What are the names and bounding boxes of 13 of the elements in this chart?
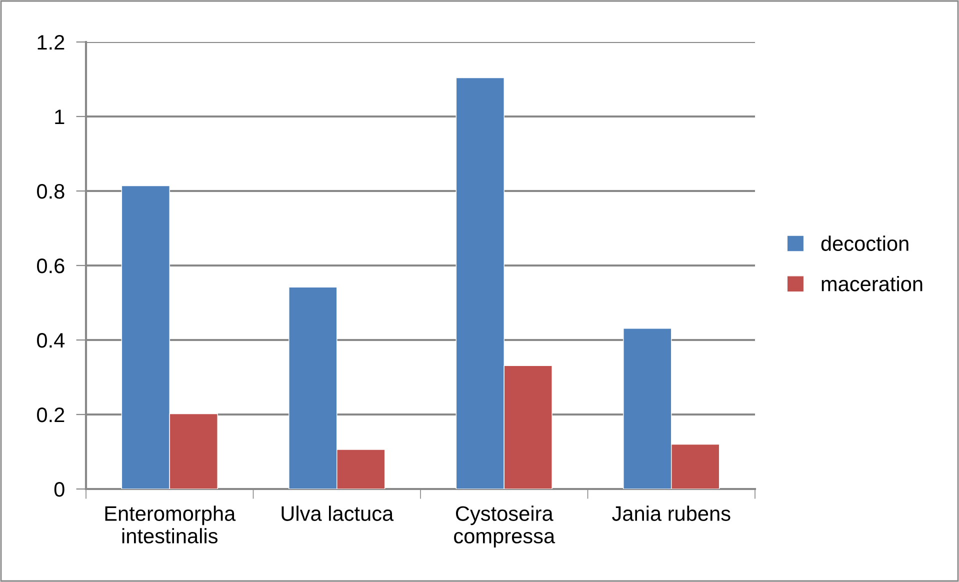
legend-label: decoction xyxy=(821,236,908,251)
y-tick-label: 0.6 xyxy=(37,258,64,274)
y-tick-label: 1.2 xyxy=(38,35,64,50)
x-tick-label: Cystoseira compressa xyxy=(454,506,556,548)
y-tick-label: 0.8 xyxy=(37,184,64,199)
legend-label: maceration xyxy=(822,276,922,292)
x-tick-label: Ulva lactuca xyxy=(282,506,394,521)
y-tick-label: 0.4 xyxy=(37,333,65,348)
y-tick-label: 0.2 xyxy=(37,408,64,422)
y-tick-label: 1 xyxy=(55,110,64,124)
x-tick-label: Jania rubens xyxy=(612,506,730,521)
x-tick-label: Enteromorpha intestinalis xyxy=(105,506,236,544)
y-tick-label: 0 xyxy=(54,482,64,497)
